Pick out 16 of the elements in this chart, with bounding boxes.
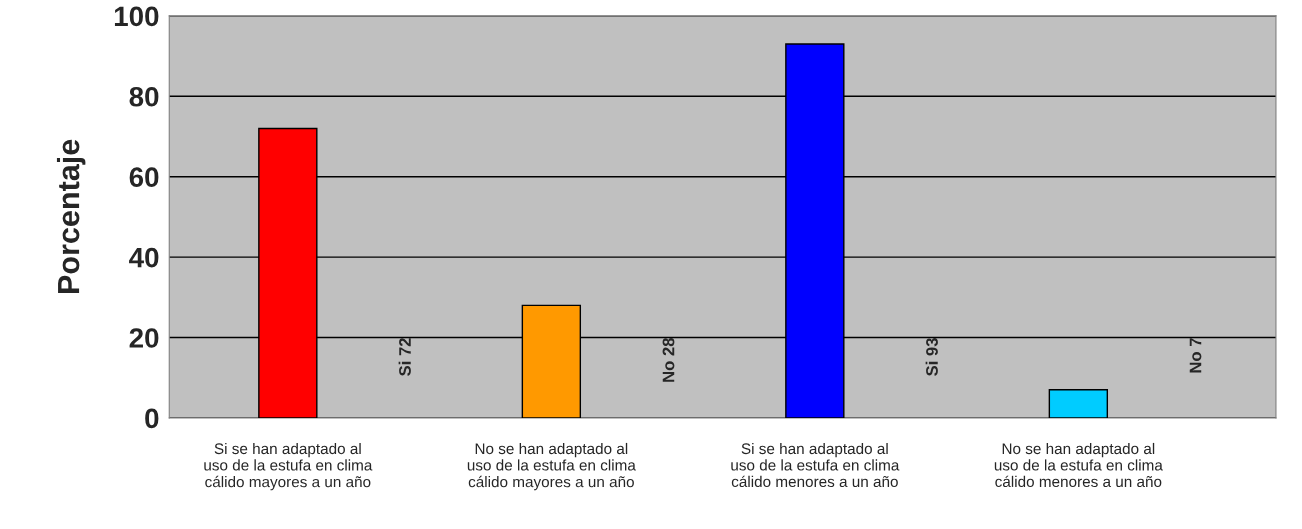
y-axis-title: Porcentaje (56, 139, 86, 293)
y-tick-label: 0 (145, 408, 159, 429)
x-tick-label: No se han adaptado al uso de la estufa en clima cálido mayores a un año (467, 442, 636, 491)
y-tick-label: 60 (129, 167, 159, 188)
x-tick-label: Si se han adaptado al uso de la estufa en clima cálido mayores a un año (204, 442, 373, 491)
bar (1048, 389, 1109, 418)
y-tick-label: 20 (129, 328, 159, 348)
annotation: Si 72 (398, 338, 411, 376)
y-tick-label: 80 (129, 86, 159, 107)
annotation: No 28 (662, 338, 675, 382)
y-tick-label: 40 (129, 247, 159, 268)
x-tick-label: Si se han adaptado al uso de la estufa en clima cálido menores a un año (731, 442, 900, 488)
y-tick-label: 100 (114, 6, 159, 27)
annotation: Si 93 (925, 338, 938, 376)
x-tick-label: No se han adaptado al uso de la estufa en clima cálido menores a un año (994, 442, 1163, 488)
annotation: No 7 (1189, 338, 1202, 373)
